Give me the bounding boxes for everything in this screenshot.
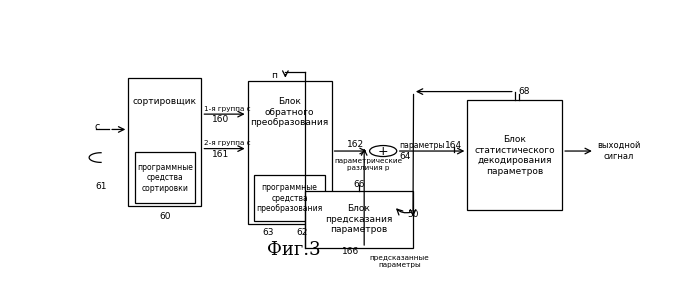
Text: Блок
статистического
декодирования
параметров: Блок статистического декодирования парам…	[475, 135, 555, 176]
Text: параметры: параметры	[400, 141, 444, 150]
Text: Блок
предсказания
параметров: Блок предсказания параметров	[325, 204, 393, 234]
Bar	[134, 152, 195, 203]
Text: выходной
сигнал: выходной сигнал	[598, 141, 640, 161]
Text: 161: 161	[212, 150, 230, 159]
Text: 64: 64	[400, 152, 411, 161]
Bar	[254, 175, 325, 221]
Text: Блок
обратного
преобразования: Блок обратного преобразования	[251, 97, 329, 127]
Text: 62: 62	[297, 228, 308, 237]
Text: 2-я группа с: 2-я группа с	[204, 140, 251, 146]
Text: 160: 160	[212, 115, 230, 124]
Bar	[248, 81, 332, 224]
Text: 61: 61	[95, 182, 107, 191]
Text: программные
средства
сортировки: программные средства сортировки	[137, 163, 193, 193]
Text: Фиг.3: Фиг.3	[267, 241, 321, 259]
Text: c: c	[94, 122, 100, 132]
Text: 166: 166	[342, 247, 358, 256]
Text: программные
средства
преобразования: программные средства преобразования	[256, 183, 323, 213]
Text: 164: 164	[445, 141, 462, 150]
Text: 50: 50	[407, 210, 419, 219]
Text: 1-я группа с: 1-я группа с	[204, 106, 251, 112]
Text: 162: 162	[347, 140, 364, 149]
Text: параметрические
различия р: параметрические различия р	[335, 158, 402, 171]
Text: 66: 66	[353, 180, 365, 188]
Bar	[304, 191, 413, 248]
Bar	[128, 78, 202, 206]
Text: предсказанные
параметры: предсказанные параметры	[370, 255, 429, 267]
Text: 60: 60	[159, 212, 171, 221]
Bar	[468, 100, 562, 210]
Text: сортировщик: сортировщик	[133, 97, 197, 106]
Text: 63: 63	[262, 228, 274, 237]
Text: 68: 68	[519, 87, 530, 96]
Text: п: п	[271, 71, 277, 80]
Text: +: +	[378, 144, 388, 158]
